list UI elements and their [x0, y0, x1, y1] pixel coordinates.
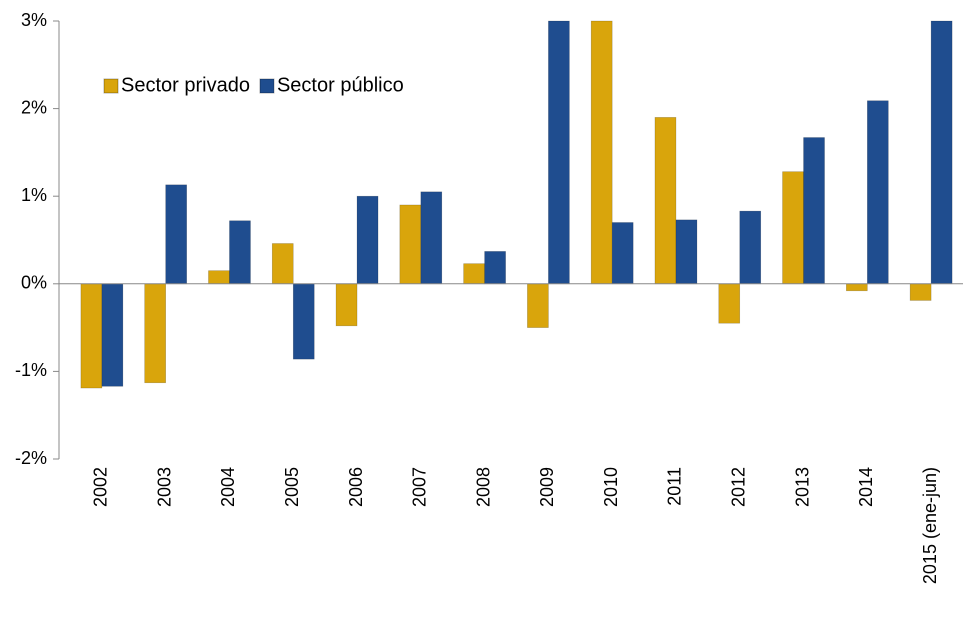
bar — [80, 283, 103, 389]
x-tick-label: 2012 — [729, 467, 749, 507]
y-tick-label: 1% — [21, 185, 47, 205]
x-tick-label: 2006 — [346, 467, 366, 507]
x-tick-label: 2008 — [473, 467, 493, 507]
bar — [208, 270, 230, 285]
bar — [782, 171, 804, 285]
x-tick-label: 2014 — [856, 467, 876, 507]
legend: Sector privado Sector público — [103, 74, 404, 96]
bar — [867, 100, 889, 285]
bar — [930, 20, 953, 285]
bar — [739, 210, 762, 285]
x-tick-label: 2010 — [601, 467, 621, 507]
bar — [654, 117, 677, 285]
x-tick-label: 2004 — [218, 467, 238, 507]
bar — [484, 251, 506, 285]
legend-label: Sector público — [277, 74, 404, 96]
bar — [335, 283, 358, 327]
bar — [101, 283, 124, 387]
bar — [527, 283, 549, 328]
x-tick-label: 2002 — [91, 467, 111, 507]
x-tick-label: 2011 — [665, 467, 685, 506]
bar — [165, 184, 187, 285]
bar — [356, 195, 379, 285]
bar — [718, 283, 741, 324]
x-tick-label: 2013 — [792, 467, 812, 507]
bar — [803, 137, 825, 285]
x-tick-label: 2015 (ene-jun) — [920, 467, 940, 584]
legend-swatch — [103, 78, 119, 94]
x-tick-label: 2007 — [410, 467, 430, 507]
x-tick-label: 2009 — [537, 467, 557, 507]
bar — [909, 283, 932, 301]
legend-label: Sector privado — [121, 74, 250, 96]
bar — [229, 220, 251, 285]
bar — [399, 204, 422, 285]
y-tick-label: 3% — [21, 10, 47, 30]
x-tick-label: 2003 — [154, 467, 174, 507]
bar — [675, 219, 698, 285]
y-tick-label: -1% — [15, 360, 47, 380]
bar — [590, 20, 613, 285]
legend-swatch — [259, 78, 275, 94]
bar — [463, 263, 485, 285]
bar — [611, 222, 634, 285]
bar — [144, 283, 166, 384]
x-tick-label: 2005 — [282, 467, 302, 507]
bar — [271, 243, 294, 285]
y-tick-label: -2% — [15, 448, 47, 468]
bar — [292, 283, 315, 360]
bar — [420, 191, 443, 285]
bar — [846, 283, 868, 292]
y-tick-label: 0% — [21, 273, 47, 293]
y-tick-label: 2% — [21, 97, 47, 117]
bar — [548, 20, 570, 285]
